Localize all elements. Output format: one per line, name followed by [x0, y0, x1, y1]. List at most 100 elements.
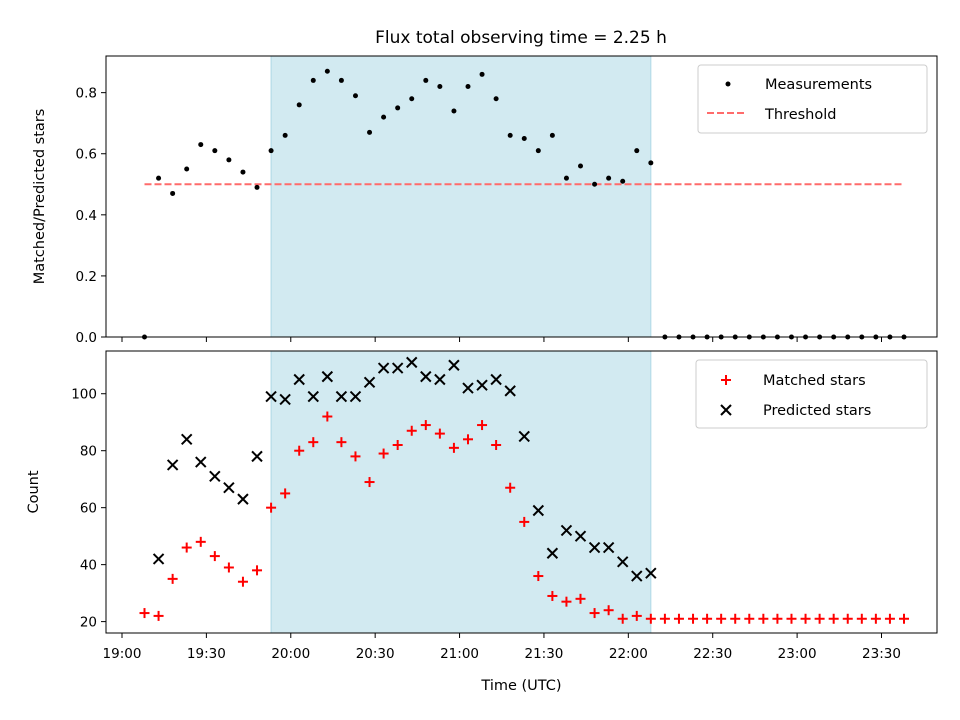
matched-star-point	[420, 420, 431, 431]
predicted-star-point	[574, 530, 587, 542]
matched-star-point	[153, 610, 164, 621]
matched-star-point	[336, 437, 347, 448]
matched-star-point	[814, 613, 825, 624]
predicted-star-point	[546, 547, 559, 559]
matched-star-point	[631, 610, 642, 621]
measurement-point	[507, 132, 513, 138]
predicted-star-point	[279, 393, 291, 406]
matched-star-point	[519, 516, 530, 527]
y-tick-label: 80	[80, 444, 97, 460]
measurement-point	[592, 181, 598, 187]
matched-star-point	[406, 425, 417, 436]
x-tick-label: 22:30	[693, 646, 732, 662]
x-tick-label: 23:00	[778, 646, 817, 662]
predicted-star-point	[363, 376, 376, 389]
measurement-point	[381, 114, 387, 120]
measurement-point	[240, 169, 246, 175]
top-panel: 0.00.20.40.60.8 Matched/Predicted stars …	[32, 55, 938, 346]
matched-star-point	[870, 613, 881, 624]
x-tick-label: 21:30	[524, 646, 563, 662]
measurement-point	[367, 129, 373, 135]
measurement-point	[268, 148, 274, 154]
measurement-point	[198, 142, 204, 148]
matched-star-point	[167, 573, 178, 584]
measurement-point	[156, 175, 162, 181]
predicted-star-point	[448, 359, 460, 371]
predicted-star-point	[602, 541, 615, 554]
measurement-point	[535, 148, 541, 154]
x-tick-label: 19:00	[103, 646, 142, 662]
matched-star-point	[195, 536, 206, 547]
y-tick-label: 0.2	[76, 269, 97, 285]
predicted-star-point	[307, 390, 319, 403]
matched-star-point	[899, 613, 909, 624]
matched-star-point	[237, 576, 248, 587]
measurement-point	[212, 148, 218, 154]
predicted-star-point	[462, 382, 474, 394]
matched-star-point	[800, 613, 811, 624]
measurement-point	[521, 135, 527, 141]
measurement-point	[437, 84, 443, 90]
predicted-star-point	[560, 524, 573, 537]
y-tick-label: 40	[80, 558, 97, 574]
measurement-point	[578, 163, 584, 169]
matched-star-point	[856, 613, 867, 624]
measurement-point	[254, 184, 260, 190]
legend-predicted-marker	[720, 404, 732, 416]
y-tick-label: 0.8	[76, 86, 97, 102]
matched-star-point	[223, 562, 234, 573]
top-shaded-span	[270, 55, 652, 338]
predicted-star-point	[588, 541, 601, 554]
measurement-point	[493, 96, 499, 102]
measurement-point	[606, 175, 612, 181]
matched-star-point	[139, 608, 150, 619]
legend-matched-marker	[721, 375, 731, 385]
x-tick-label: 20:00	[271, 646, 310, 662]
y-tick-label: 0.6	[76, 147, 97, 163]
y-tick-label: 100	[71, 387, 97, 403]
chart-title: Flux total observing time = 2.25 h	[375, 28, 667, 48]
matched-star-point	[730, 613, 741, 624]
measurement-point	[352, 93, 358, 99]
predicted-star-point	[321, 370, 334, 383]
matched-star-point	[350, 451, 361, 462]
predicted-star-point	[349, 390, 362, 403]
top-legend: Measurements Threshold	[697, 64, 928, 134]
measurement-point	[324, 68, 330, 74]
measurement-point	[648, 160, 654, 166]
measurement-point	[634, 148, 640, 154]
predicted-star-point	[631, 570, 643, 582]
measurement-point	[549, 132, 555, 138]
predicted-star-point	[195, 456, 207, 468]
predicted-star-point	[209, 470, 221, 483]
top-y-axis-label: Matched/Predicted stars	[32, 109, 48, 285]
matched-star-point	[842, 613, 853, 624]
matched-star-point	[491, 440, 502, 450]
matched-star-point	[617, 613, 628, 624]
matched-stars-series	[139, 411, 909, 624]
matched-star-point	[589, 608, 600, 619]
measurement-point	[479, 71, 485, 77]
predicted-star-point	[335, 390, 348, 403]
matched-star-point	[744, 613, 755, 624]
matched-star-point	[434, 428, 445, 439]
matched-star-point	[758, 613, 769, 624]
predicted-star-point	[223, 482, 235, 494]
matched-star-point	[505, 482, 516, 493]
top-x-ticks	[121, 337, 882, 342]
predicted-star-point	[293, 373, 305, 386]
measurement-point	[226, 157, 232, 163]
predicted-stars-series	[152, 356, 657, 582]
x-tick-label: 23:30	[862, 646, 901, 662]
bottom-x-ticks: 19:00 19:30 20:00 20:30 21:00 21:30 22:00 22:30…	[103, 633, 901, 662]
bottom-y-ticks: 20 40 60 80 100	[71, 387, 106, 631]
matched-star-point	[702, 613, 713, 624]
matched-star-point	[266, 502, 277, 513]
matched-star-point	[294, 445, 305, 456]
matched-star-point	[392, 440, 403, 450]
bottom-shaded-span	[270, 350, 652, 634]
measurement-point	[423, 77, 429, 83]
y-tick-label: 20	[80, 615, 97, 631]
bottom-y-axis-label: Count	[26, 470, 42, 513]
